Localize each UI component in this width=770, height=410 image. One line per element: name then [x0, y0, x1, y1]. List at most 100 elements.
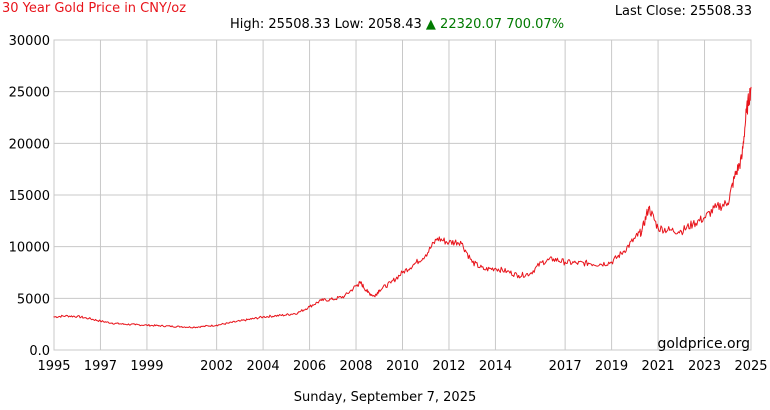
change-percent: 700.07% [506, 17, 565, 32]
data-point [169, 325, 171, 327]
data-point [262, 316, 264, 318]
x-tick-label: 2010 [386, 359, 419, 374]
data-point [146, 324, 148, 326]
data-point [448, 241, 450, 244]
data-point [657, 227, 659, 229]
data-point [648, 206, 650, 208]
data-point [76, 315, 78, 318]
data-point [518, 275, 520, 277]
last-close-value: 25508.33 [689, 4, 752, 19]
x-tick-label: 2025 [734, 359, 767, 374]
data-point [88, 317, 90, 320]
data-point [529, 272, 531, 275]
data-point [374, 295, 376, 297]
x-tick-label: 2002 [200, 359, 233, 374]
data-point [285, 314, 287, 316]
y-tick-label: 30000 [9, 34, 50, 49]
x-tick-label: 2023 [688, 359, 721, 374]
data-point [227, 322, 229, 324]
data-point [65, 315, 67, 317]
data-point [390, 282, 392, 284]
data-point [459, 240, 462, 243]
data-point [250, 318, 253, 320]
data-point [471, 261, 473, 263]
data-point [343, 295, 346, 297]
axis-ticks: 0.0 5000 10000 15000 20000 25000 30000 1995 1997… [9, 34, 768, 374]
data-point [641, 230, 643, 232]
data-point [564, 261, 566, 263]
data-point [734, 175, 736, 177]
x-tick-label: 1995 [37, 359, 70, 374]
data-point [378, 289, 380, 291]
data-point [715, 206, 717, 208]
data-point [134, 324, 136, 326]
data-point [157, 325, 160, 327]
up-arrow-icon: ▲ [425, 17, 436, 32]
x-tick-label: 2017 [549, 359, 582, 374]
data-point [436, 237, 438, 239]
data-point [506, 270, 508, 273]
grid [53, 39, 752, 351]
data-point [576, 262, 578, 264]
data-point [552, 258, 555, 260]
footer-date: Sunday, September 7, 2025 [293, 390, 477, 405]
data-point [541, 261, 543, 263]
low-value: 2058.43 [368, 17, 422, 32]
x-tick-label: 1999 [130, 359, 163, 374]
data-point [360, 282, 362, 284]
series-layer [53, 86, 752, 329]
data-point [204, 325, 206, 327]
data-point [297, 312, 299, 314]
data-point [308, 306, 311, 308]
y-tick-label: 10000 [9, 241, 50, 256]
y-tick-label: 5000 [17, 292, 50, 307]
data-point [634, 237, 636, 239]
data-point [587, 262, 589, 264]
chart-title: 30 Year Gold Price in CNY/oz [2, 1, 187, 16]
data-point [741, 158, 743, 160]
y-tick-label: 0.0 [29, 344, 50, 359]
high-label: High: [230, 17, 265, 32]
data-point [332, 298, 334, 300]
x-tick-label: 1997 [84, 359, 117, 374]
x-tick-label: 2014 [479, 359, 512, 374]
data-point [599, 263, 601, 265]
low-label: Low: [334, 17, 364, 32]
data-point [320, 299, 322, 301]
data-point [413, 263, 415, 265]
data-point [750, 86, 752, 89]
data-point [181, 326, 183, 328]
price-stats: High: 25508.33 Low: 2058.43 ▲ 22320.07 7… [230, 17, 564, 32]
data-point [727, 202, 729, 204]
x-tick-label: 2008 [339, 359, 372, 374]
data-point [745, 111, 747, 113]
data-point [274, 315, 276, 317]
data-point [99, 320, 102, 322]
data-point [239, 320, 241, 322]
data-point [111, 322, 113, 324]
data-point [192, 326, 194, 328]
data-point [123, 323, 125, 325]
data-point [367, 291, 369, 293]
data-point [216, 324, 218, 326]
data-point [483, 268, 485, 270]
data-point [669, 229, 671, 231]
y-tick-label: 20000 [9, 137, 50, 152]
x-tick-label: 2006 [293, 359, 326, 374]
price-line [54, 87, 752, 329]
data-point [53, 316, 55, 318]
high-value: 25508.33 [268, 17, 331, 32]
last-close-label: Last Close: [614, 4, 686, 19]
data-point [703, 217, 706, 219]
data-point [692, 223, 694, 225]
watermark: goldprice.org [658, 336, 750, 352]
data-point [494, 267, 497, 269]
data-point [401, 271, 404, 274]
data-point [611, 261, 613, 263]
x-tick-label: 2012 [432, 359, 465, 374]
change-value: 22320.07 [440, 17, 503, 32]
x-tick-label: 2004 [247, 359, 280, 374]
x-tick-label: 2021 [642, 359, 675, 374]
y-tick-label: 25000 [9, 86, 50, 101]
x-tick-label: 2019 [595, 359, 628, 374]
